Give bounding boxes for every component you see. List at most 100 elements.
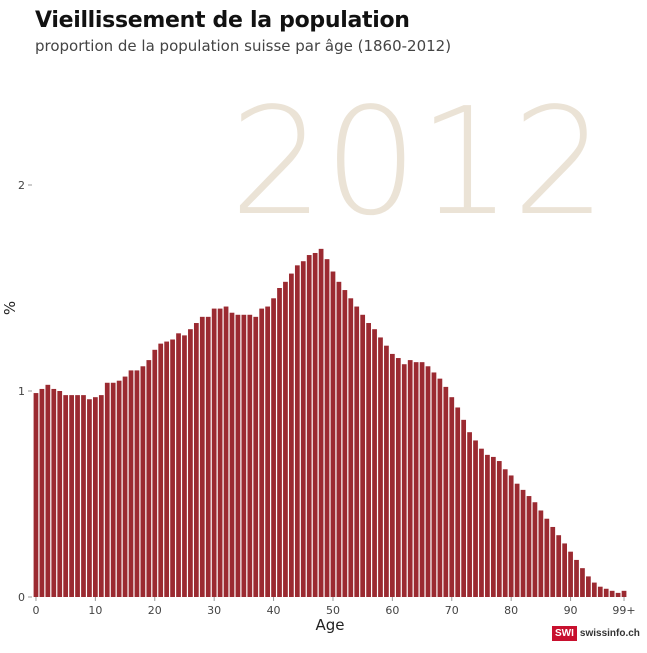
swissinfo-logo[interactable]: SWI swissinfo.ch: [552, 626, 640, 641]
bar-age-18[interactable]: [140, 366, 146, 597]
bar-age-30[interactable]: [211, 308, 217, 597]
bar-age-16[interactable]: [128, 370, 134, 597]
bar-age-35[interactable]: [241, 314, 247, 597]
bar-age-89[interactable]: [562, 543, 567, 597]
bar-age-6[interactable]: [69, 395, 74, 597]
bar-age-66[interactable]: [425, 366, 431, 597]
bar-age-96[interactable]: [603, 588, 609, 597]
bar-age-94[interactable]: [591, 582, 597, 597]
bar-age-68[interactable]: [437, 378, 443, 597]
bar-age-33[interactable]: [229, 312, 235, 597]
bar-age-38[interactable]: [259, 308, 265, 597]
bar-age-53[interactable]: [348, 298, 354, 597]
bar-age-97[interactable]: [609, 590, 615, 597]
bar-age-70[interactable]: [449, 397, 455, 597]
bar-age-12[interactable]: [104, 382, 110, 597]
bar-age-3[interactable]: [51, 388, 57, 597]
bar-age-10[interactable]: [93, 397, 98, 597]
bar-age-9[interactable]: [87, 399, 92, 597]
bar-age-50[interactable]: [330, 271, 336, 597]
bar-age-19[interactable]: [146, 360, 152, 597]
bar-age-2[interactable]: [45, 384, 51, 597]
bar-age-1[interactable]: [39, 388, 45, 597]
bar-age-95[interactable]: [597, 586, 603, 597]
bar-age-80[interactable]: [508, 475, 514, 597]
bar-age-36[interactable]: [247, 314, 253, 597]
bar-age-0[interactable]: [33, 393, 39, 597]
bar-age-48[interactable]: [318, 248, 324, 598]
bar-age-41[interactable]: [277, 288, 282, 597]
bar-age-65[interactable]: [419, 362, 425, 597]
bar-age-85[interactable]: [538, 510, 544, 597]
bar-age-20[interactable]: [152, 349, 158, 597]
bar-age-40[interactable]: [271, 298, 276, 597]
bar-age-47[interactable]: [312, 252, 318, 598]
bar-age-81[interactable]: [514, 483, 520, 597]
bar-age-92[interactable]: [580, 568, 585, 597]
bar-age-13[interactable]: [110, 382, 116, 597]
bar-age-45[interactable]: [300, 261, 306, 597]
bar-age-8[interactable]: [81, 395, 86, 597]
bar-age-17[interactable]: [134, 370, 140, 597]
bar-age-84[interactable]: [532, 502, 538, 597]
bar-age-37[interactable]: [253, 316, 259, 597]
bar-age-56[interactable]: [366, 323, 371, 597]
bar-age-58[interactable]: [378, 337, 383, 597]
bar-age-27[interactable]: [193, 323, 199, 597]
bar-age-54[interactable]: [354, 306, 360, 597]
bar-age-24[interactable]: [176, 333, 181, 597]
bar-age-25[interactable]: [182, 335, 187, 597]
bar-age-32[interactable]: [223, 306, 229, 597]
bar-age-63[interactable]: [407, 360, 413, 597]
bar-age-73[interactable]: [467, 432, 472, 597]
bar-age-76[interactable]: [485, 454, 490, 597]
bar-age-11[interactable]: [98, 395, 104, 597]
bar-age-29[interactable]: [205, 316, 211, 597]
bar-age-46[interactable]: [306, 255, 312, 598]
bar-age-44[interactable]: [294, 265, 300, 597]
bar-age-61[interactable]: [395, 358, 401, 597]
bar-age-57[interactable]: [372, 329, 377, 597]
bar-age-83[interactable]: [526, 496, 532, 597]
bar-age-87[interactable]: [550, 526, 556, 597]
bar-age-74[interactable]: [473, 440, 478, 597]
bar-age-77[interactable]: [490, 456, 496, 597]
bar-age-72[interactable]: [461, 419, 467, 597]
bar-age-90[interactable]: [568, 551, 573, 597]
bar-age-23[interactable]: [170, 339, 175, 598]
bar-age-39[interactable]: [265, 306, 270, 597]
bar-age-75[interactable]: [479, 448, 484, 597]
bar-age-7[interactable]: [75, 395, 80, 597]
bar-age-78[interactable]: [496, 461, 502, 597]
bar-age-31[interactable]: [217, 308, 223, 597]
bar-age-98[interactable]: [615, 592, 621, 597]
bar-age-67[interactable]: [431, 372, 437, 597]
bar-age-93[interactable]: [586, 576, 591, 597]
bar-age-28[interactable]: [199, 316, 205, 597]
bar-age-88[interactable]: [556, 535, 562, 597]
bar-age-51[interactable]: [336, 281, 342, 597]
bar-age-26[interactable]: [188, 329, 193, 597]
bar-age-34[interactable]: [235, 314, 241, 597]
bar-age-69[interactable]: [443, 386, 449, 597]
bar-age-79[interactable]: [502, 469, 508, 597]
bar-age-5[interactable]: [63, 395, 69, 597]
bar-age-82[interactable]: [520, 489, 526, 597]
bar-age-99plus[interactable]: [621, 590, 627, 597]
bar-age-59[interactable]: [384, 345, 389, 597]
bar-age-21[interactable]: [158, 343, 164, 597]
bar-age-49[interactable]: [324, 259, 330, 597]
bar-age-71[interactable]: [455, 407, 461, 597]
bar-age-64[interactable]: [413, 362, 419, 597]
bar-age-22[interactable]: [164, 341, 170, 597]
bar-age-62[interactable]: [401, 364, 407, 597]
bar-age-60[interactable]: [390, 353, 395, 597]
bar-age-4[interactable]: [57, 391, 63, 597]
bar-age-42[interactable]: [283, 281, 288, 597]
bar-age-14[interactable]: [116, 380, 122, 597]
bar-age-86[interactable]: [544, 518, 550, 597]
bar-age-15[interactable]: [122, 376, 128, 597]
bar-age-52[interactable]: [342, 290, 348, 597]
bar-age-43[interactable]: [289, 273, 294, 597]
bar-age-55[interactable]: [360, 314, 366, 597]
